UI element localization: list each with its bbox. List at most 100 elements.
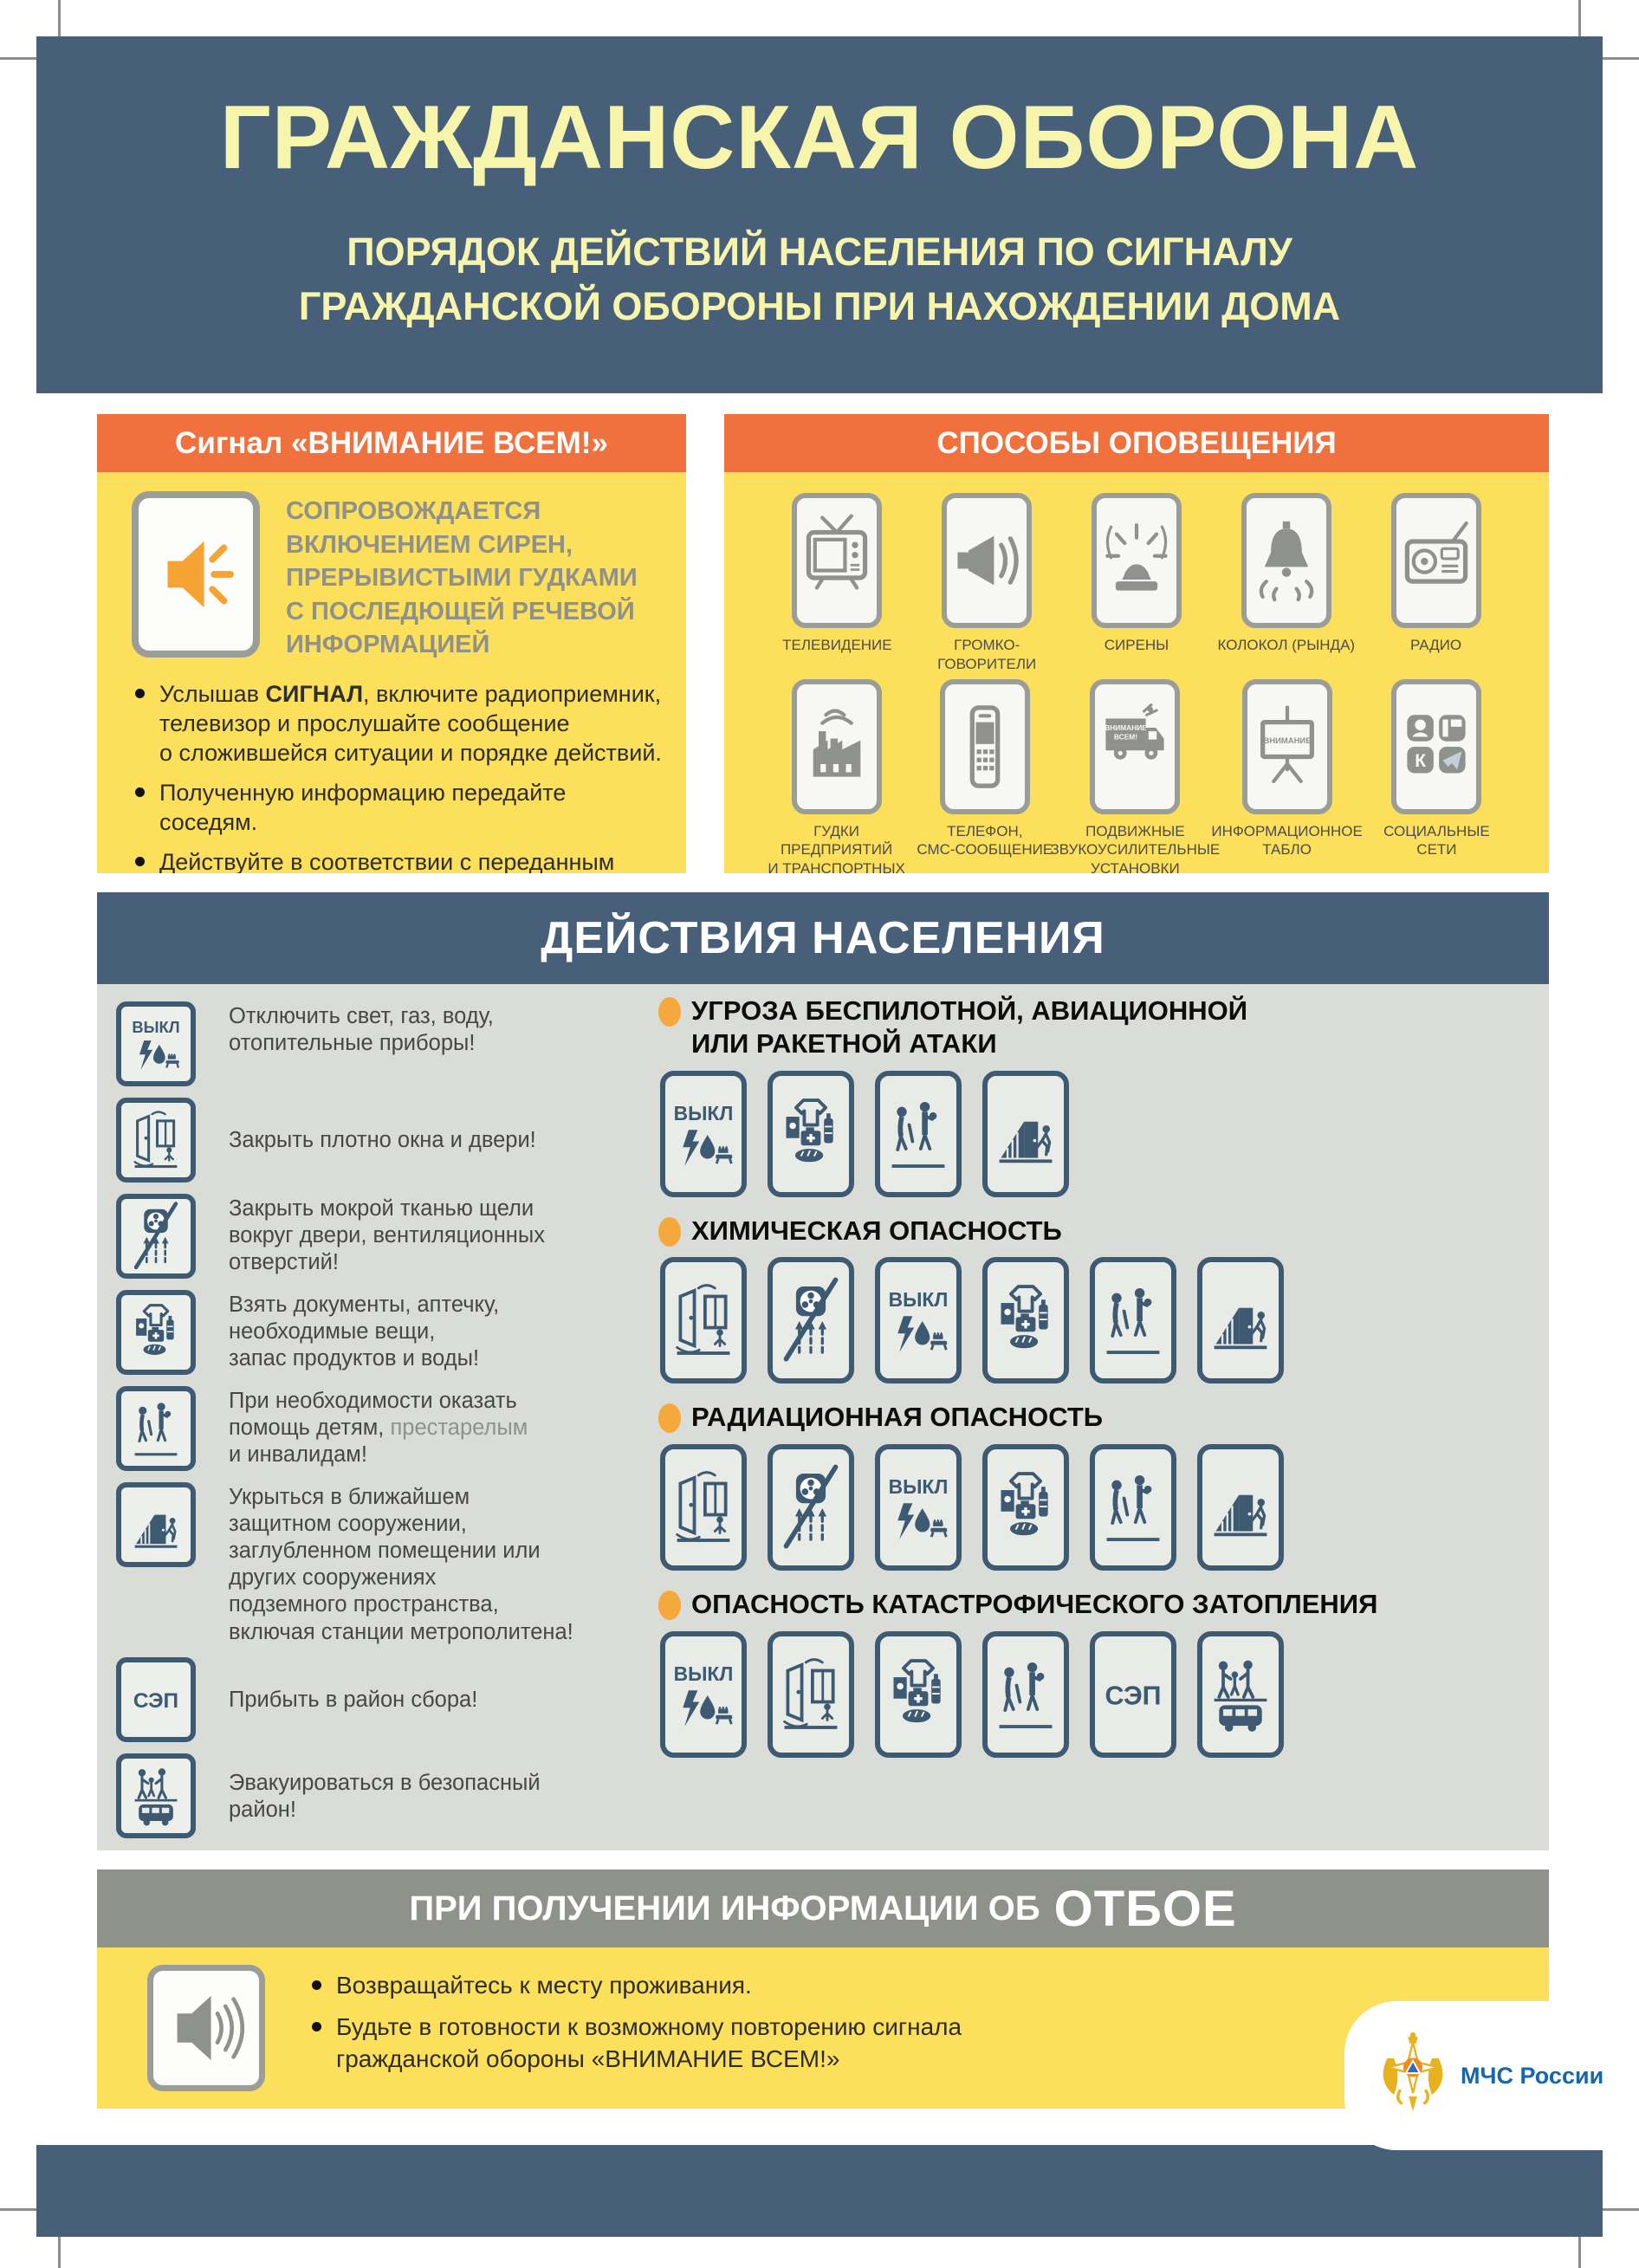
social-networks-icon [1400,695,1473,799]
shelter-icon [125,1488,187,1561]
notify-cell-tv: ТЕЛЕВИДЕНИЕ [762,493,912,674]
crop-mark [58,0,61,49]
signal-section: Сигнал «ВНИМАНИЕ ВСЕМ!» СОПРОВОЖДАЕТСЯ В… [97,414,686,873]
actions-list: Отключить свет, газ, воду, отопительные … [116,1001,641,1838]
power-off-icon [125,1008,187,1080]
crop-mark [1592,57,1639,60]
evacuate-icon [125,1759,187,1832]
sound-truck-icon [1098,695,1171,799]
take-supplies-icon [778,1088,844,1180]
crop-mark [1578,0,1581,49]
mchs-logo-plate: МЧС России [1344,2001,1639,2150]
loudspeaker-orange-icon [154,516,237,632]
action-item: Укрыться в ближайшем защитном сооружении… [116,1482,641,1646]
notify-cell-factory: ГУДКИ ПРЕДПРИЯТИЙ И ТРАНСПОРТНЫХ СРЕДСТВ [762,678,910,873]
notification-section-header: СПОСОБЫ ОПОВЕЩЕНИЯ [724,414,1549,472]
action-item: Отключить свет, газ, воду, отопительные … [116,1001,641,1086]
hazard-drone-attack: УГРОЗА БЕСПИЛОТНОЙ, АВИАЦИОННОЙ ИЛИ РАКЕ… [658,995,1535,1197]
evacuate-icon [1208,1649,1273,1740]
no-ventilation-icon [778,1274,844,1366]
notify-cell-social: СОЦИАЛЬНЫЕ СЕТИ [1363,678,1511,874]
take-supplies-icon [993,1461,1059,1553]
hazard-flood: ОПАСНОСТЬ КАТАСТРОФИЧЕСКОГО ЗАТОПЛЕНИЯ [658,1588,1535,1759]
no-ventilation-icon [778,1461,844,1553]
notification-row-1: ТЕЛЕВИДЕНИЕ ГРОМКО- ГОВОРИТЕЛИ СИРЕНЫ КО… [724,472,1549,674]
siren-icon [1100,509,1173,612]
help-people-icon [1100,1461,1166,1553]
notify-cell-info-board: ИНФОРМАЦИОННОЕ ТАБЛО [1211,678,1363,874]
list-item: Будьте в готовности к возможному повторе… [312,2012,962,2075]
info-board-icon [1251,695,1324,799]
shelter-icon [1208,1461,1273,1553]
notify-cell-loudspeakers: ГРОМКО- ГОВОРИТЕЛИ [912,493,1062,674]
crop-mark [0,2208,47,2211]
hazard-chemical: ХИМИЧЕСКАЯ ОПАСНОСТЬ [658,1215,1535,1384]
crop-mark [1578,2219,1581,2268]
signal-description: СОПРОВОЖДАЕТСЯ ВКЛЮЧЕНИЕМ СИРЕН, ПРЕРЫВИ… [286,497,638,659]
notification-section-body: ТЕЛЕВИДЕНИЕ ГРОМКО- ГОВОРИТЕЛИ СИРЕНЫ КО… [724,472,1549,873]
orange-dot-icon [658,1591,681,1621]
notify-cell-sirens: СИРЕНЫ [1062,493,1212,674]
list-item: Возвращайтесь к месту проживания. [312,1970,962,2001]
close-windows-icon [125,1104,187,1176]
tv-icon [800,509,873,612]
list-item: Полученную информацию передайте соседям. [135,778,665,837]
hazard-radiation: РАДИАЦИОННАЯ ОПАСНОСТЬ [658,1401,1535,1571]
crop-mark [1592,2208,1639,2211]
close-windows-icon [778,1649,844,1740]
shelter-icon [1208,1274,1273,1366]
sep-icon [125,1663,187,1736]
notify-cell-sound-truck: ПОДВИЖНЫЕ ЗВУКОУСИЛИТЕЛЬНЫЕ УСТАНОВКИ [1050,678,1220,873]
loudspeaker-gray-icon [165,1972,248,2084]
notify-cell-radio: РАДИО [1361,493,1511,674]
factory-horn-icon [800,695,873,799]
orange-dot-icon [658,997,681,1027]
bell-icon [1250,509,1323,612]
signal-section-header: Сигнал «ВНИМАНИЕ ВСЕМ!» [97,414,686,472]
orange-dot-icon [658,1216,681,1247]
actions-body: Отключить свет, газ, воду, отопительные … [97,984,1549,1850]
take-supplies-icon [125,1296,187,1369]
mchs-emblem-icon [1383,2031,1443,2112]
page-subtitle: ПОРЯДОК ДЕЙСТВИЙ НАСЕЛЕНИЯ ПО СИГНАЛУ ГР… [298,230,1341,328]
action-item: Эвакуироваться в безопасный район! [116,1753,641,1838]
crop-mark [0,57,47,60]
close-windows-icon [670,1274,736,1366]
all-clear-band: ПРИ ПОЛУЧЕНИИ ИНФОРМАЦИИ ОБ ОТБОЕ [97,1869,1549,1947]
actions-band: ДЕЙСТВИЯ НАСЕЛЕНИЯ [97,892,1549,984]
sep-icon [1100,1649,1166,1740]
radio-icon [1400,509,1473,612]
bottom-bar [36,2145,1603,2237]
action-item: Прибыть в район сбора! [116,1656,641,1742]
all-clear-body: Возвращайтесь к месту проживания. Будьте… [97,1947,1549,2109]
all-clear-instructions: Возвращайтесь к месту проживания. Будьте… [312,1970,962,2091]
power-off-icon [885,1274,951,1366]
power-off-icon [670,1088,736,1180]
help-people-icon [1100,1274,1166,1366]
action-item: При необходимости оказать помощь детям, … [116,1386,641,1471]
notification-section: СПОСОБЫ ОПОВЕЩЕНИЯ ТЕЛЕВИДЕНИЕ ГРОМКО- Г… [724,414,1549,873]
action-item: Закрыть плотно окна и двери! [116,1098,641,1183]
loudspeaker-icon [950,509,1023,612]
poster-header: ГРАЖДАНСКАЯ ОБОРОНА ПОРЯДОК ДЕЙСТВИЙ НАС… [36,36,1603,393]
action-item: Закрыть мокрой тканью щели вокруг двери,… [116,1194,641,1279]
shelter-icon [993,1088,1059,1180]
help-people-icon [125,1392,187,1465]
notify-cell-phone: ТЕЛЕФОН, СМС-СООБЩЕНИЕ [910,678,1059,874]
help-people-icon [993,1649,1059,1740]
action-item: Взять документы, аптечку, необходимые ве… [116,1290,641,1375]
power-off-icon [885,1461,951,1553]
notification-row-2: ГУДКИ ПРЕДПРИЯТИЙ И ТРАНСПОРТНЫХ СРЕДСТВ… [724,674,1549,874]
close-windows-icon [670,1461,736,1553]
page-title: ГРАЖДАНСКАЯ ОБОРОНА [219,87,1420,188]
orange-dot-icon [658,1403,681,1434]
speaker-tile [132,491,260,658]
power-off-icon [670,1649,736,1740]
take-supplies-icon [885,1649,951,1740]
mobile-phone-icon [949,695,1021,799]
signal-instructions: Услышав СИГНАЛ, включите радиоприемник, … [97,679,686,873]
mchs-logo-label: МЧС России [1461,2062,1604,2089]
hazards-list: УГРОЗА БЕСПИЛОТНОЙ, АВИАЦИОННОЙ ИЛИ РАКЕ… [658,995,1535,1775]
list-item: Услышав СИГНАЛ, включите радиоприемник, … [135,679,665,768]
